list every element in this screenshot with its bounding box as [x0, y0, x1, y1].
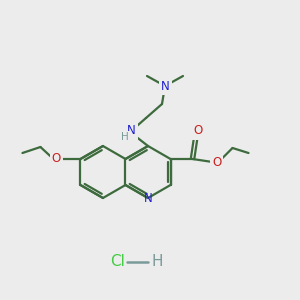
Text: O: O — [193, 124, 202, 137]
Text: N: N — [160, 80, 169, 92]
Text: Cl: Cl — [111, 254, 125, 269]
Text: O: O — [212, 155, 221, 169]
Text: H: H — [121, 132, 129, 142]
Text: H: H — [151, 254, 163, 269]
Text: N: N — [127, 124, 135, 137]
Text: O: O — [52, 152, 61, 166]
Text: N: N — [144, 191, 152, 205]
